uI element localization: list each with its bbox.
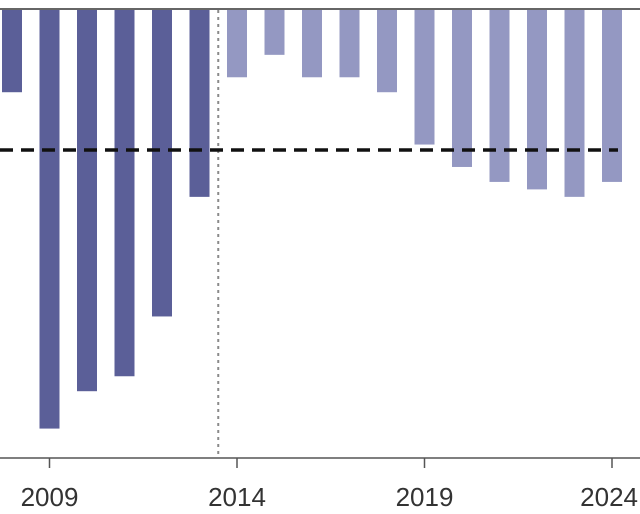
bar-2023 [564, 10, 585, 197]
bar-2021 [489, 10, 510, 182]
bar-2016 [302, 10, 322, 78]
bar-2013 [189, 10, 210, 197]
bar-2014 [227, 10, 247, 78]
x-tick-label-2014: 2014 [208, 482, 266, 512]
bar-2008 [2, 10, 22, 93]
bar-2019 [414, 10, 435, 145]
bar-2017 [339, 10, 360, 78]
x-tick-label-2019: 2019 [396, 482, 454, 512]
bar-2024 [602, 10, 622, 182]
bar-2020 [452, 10, 472, 167]
x-tick-label-2009: 2009 [21, 482, 79, 512]
x-ticks-group: 2009 2014 2019 2024 [21, 458, 638, 512]
bar-2009 [39, 10, 60, 429]
bar-2012 [152, 10, 172, 317]
bar-2015 [264, 10, 285, 55]
bars-group [2, 10, 622, 429]
bar-2018 [377, 10, 397, 93]
bar-2022 [527, 10, 547, 190]
bar-2011 [114, 10, 135, 377]
bar-2010 [77, 10, 97, 392]
x-tick-label-2024: 2024 [580, 482, 638, 512]
